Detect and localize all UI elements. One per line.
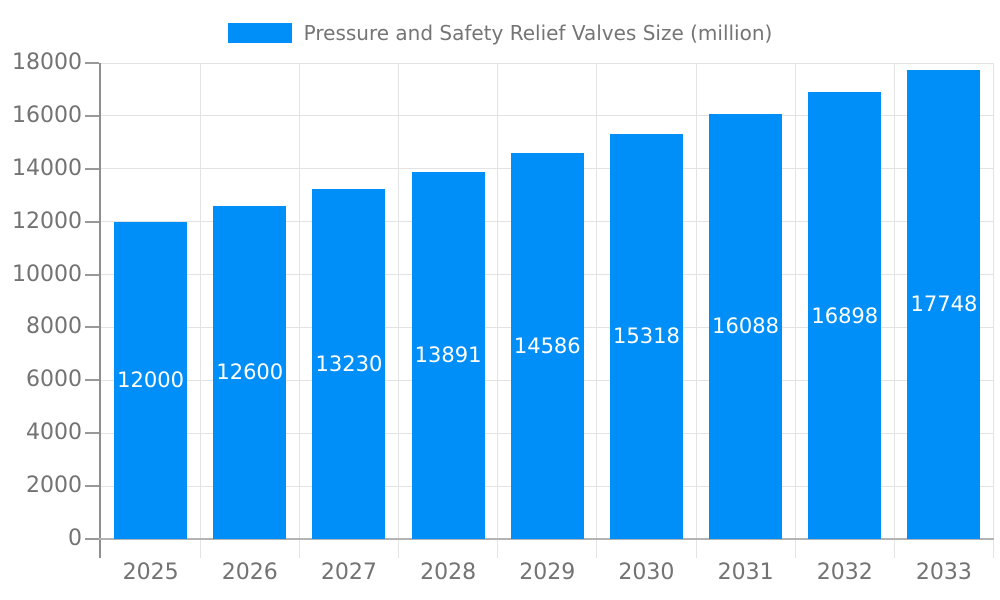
y-axis-tick-label: 0 — [68, 526, 82, 551]
x-axis-label: 2026 — [221, 560, 278, 585]
y-axis-tick-label: 6000 — [26, 367, 82, 393]
vertical-gridline — [398, 63, 399, 558]
bar[interactable] — [312, 189, 386, 539]
y-axis-tick-label: 8000 — [26, 314, 82, 340]
y-axis-tick-label: 14000 — [12, 155, 82, 181]
x-axis-label: 2030 — [618, 560, 675, 585]
x-axis-label: 2025 — [122, 560, 179, 585]
y-axis-tick — [85, 485, 99, 488]
x-axis-label: 2031 — [717, 560, 774, 585]
y-axis-tick — [85, 220, 99, 223]
x-axis-label: 2028 — [420, 560, 477, 585]
bar[interactable] — [213, 205, 287, 539]
legend[interactable]: Pressure and Safety Relief Valves Size (… — [0, 21, 1000, 45]
y-axis-tick-label: 16000 — [12, 102, 82, 128]
vertical-gridline — [298, 63, 300, 558]
y-axis-tick-label: 12000 — [12, 208, 82, 234]
y-axis-tick — [85, 62, 99, 64]
bar[interactable] — [709, 113, 783, 539]
y-axis-tick — [85, 538, 99, 540]
legend-swatch-icon — [227, 23, 292, 43]
bar[interactable] — [609, 133, 683, 539]
y-axis-tick-label: 4000 — [26, 420, 82, 446]
horizontal-gridline — [101, 115, 994, 117]
y-axis-tick — [85, 379, 99, 382]
bar[interactable] — [907, 69, 981, 539]
bar[interactable] — [808, 92, 882, 539]
legend-label: Pressure and Safety Relief Valves Size (… — [303, 21, 773, 45]
y-axis-tick — [85, 326, 99, 329]
bar[interactable] — [510, 153, 584, 539]
vertical-gridline — [497, 63, 499, 558]
x-axis-label: 2029 — [519, 560, 576, 585]
y-axis-tick — [85, 114, 99, 117]
vertical-gridline — [199, 63, 201, 558]
y-axis-tick-label: 2000 — [26, 473, 82, 499]
bar[interactable] — [114, 221, 188, 539]
vertical-gridline — [794, 63, 796, 558]
vertical-gridline — [993, 63, 994, 558]
y-axis-line — [99, 63, 101, 558]
y-axis-tick — [85, 273, 99, 276]
y-axis-tick-label: 10000 — [12, 261, 82, 287]
horizontal-gridline — [101, 62, 994, 64]
x-axis-line — [99, 538, 994, 540]
x-axis-label: 2027 — [320, 560, 377, 585]
y-axis-tick-label: 18000 — [12, 50, 82, 75]
vertical-gridline — [695, 63, 697, 558]
vertical-gridline — [596, 63, 598, 558]
y-axis-tick — [85, 167, 99, 170]
x-axis-label: 2033 — [915, 560, 972, 585]
vertical-gridline — [893, 63, 895, 558]
bar[interactable] — [411, 171, 485, 539]
x-axis-label: 2032 — [816, 560, 873, 585]
y-axis-tick — [85, 432, 99, 435]
